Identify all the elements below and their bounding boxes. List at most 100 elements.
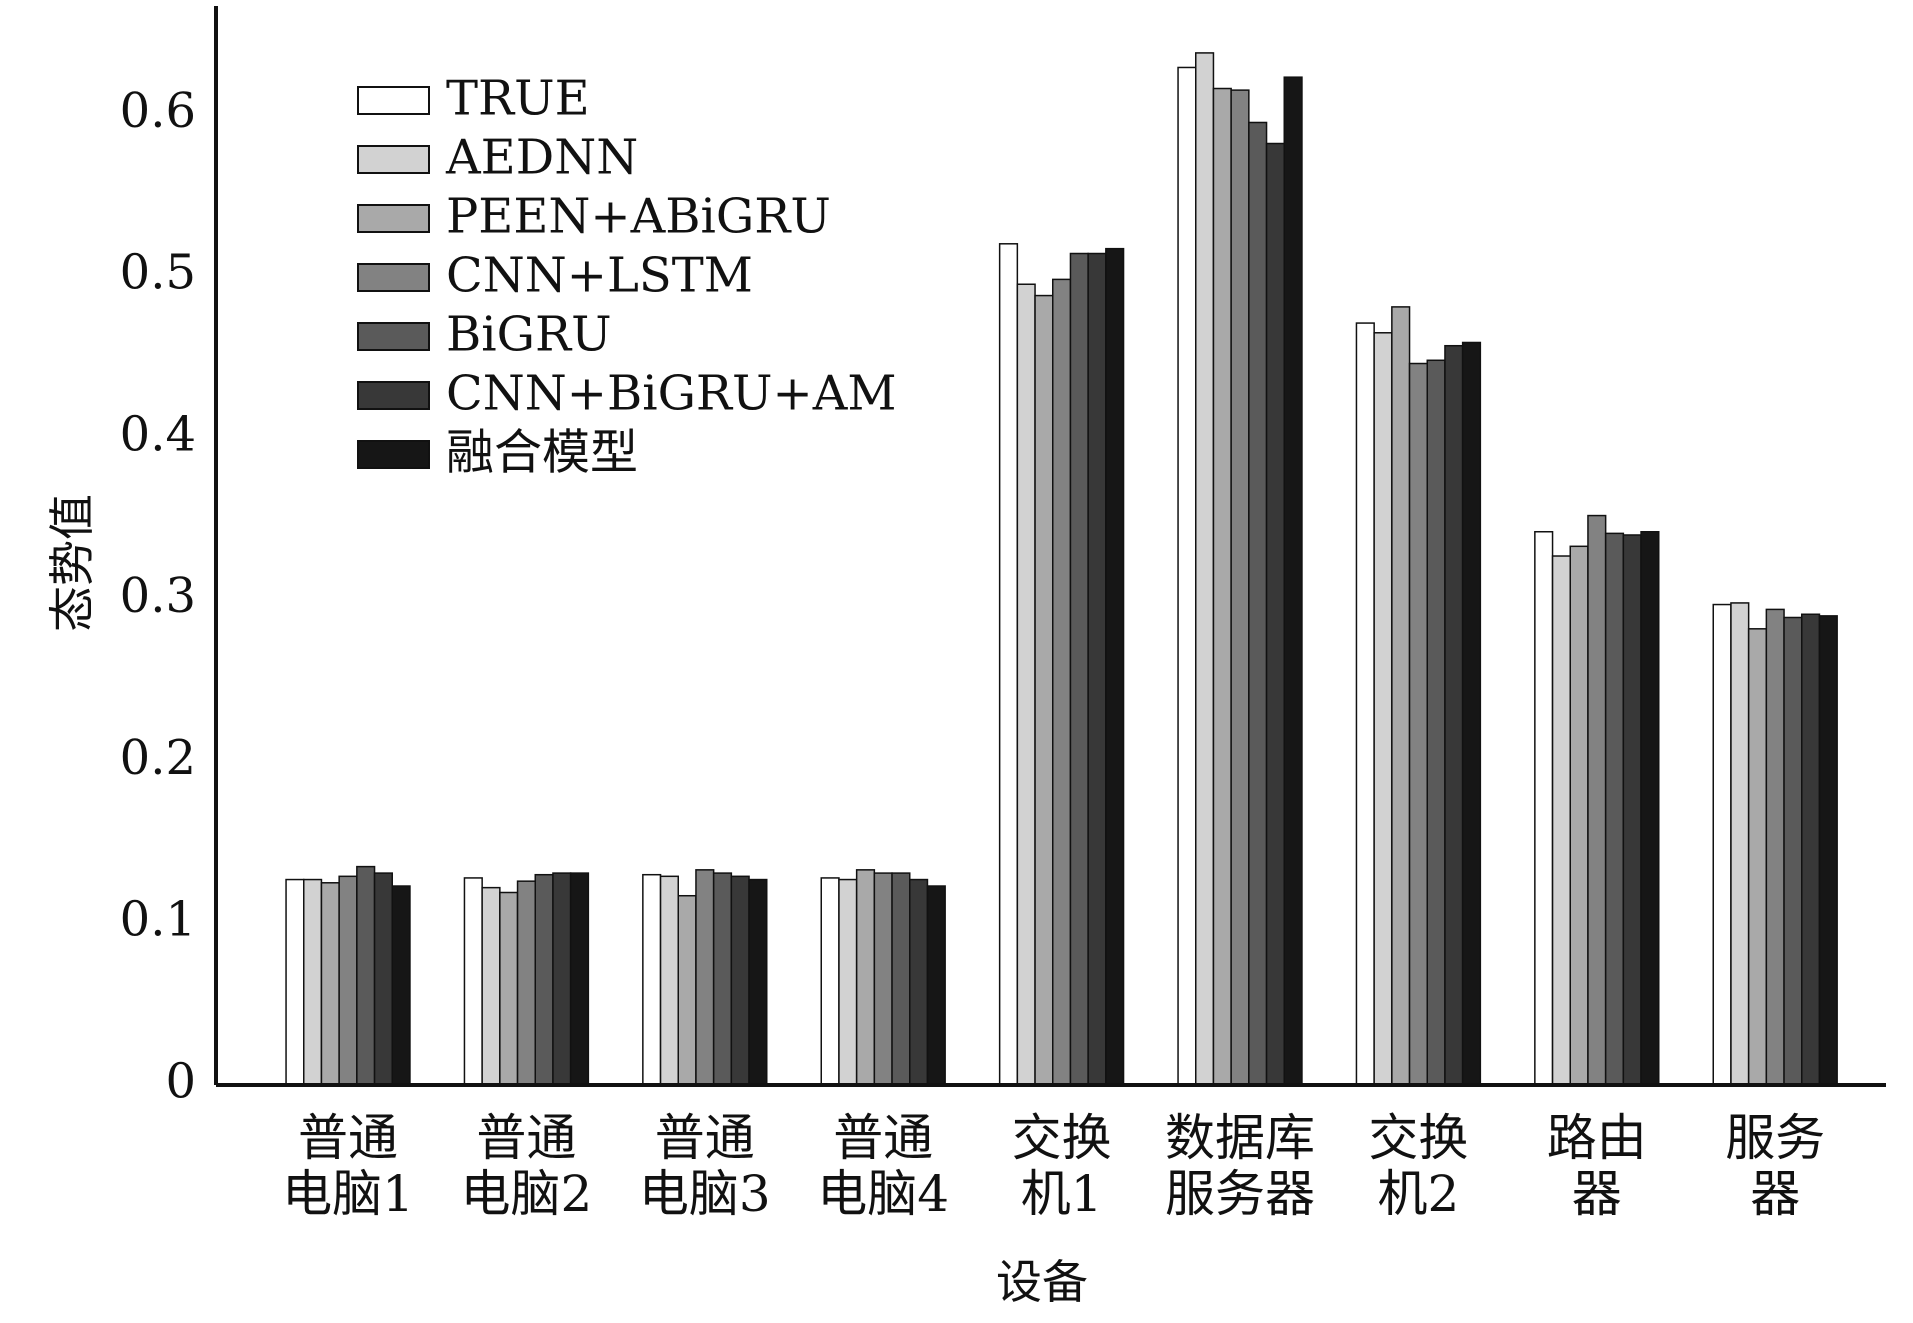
legend-label: TRUE — [446, 71, 590, 127]
x-tick-label: 普通 — [655, 1109, 755, 1167]
bar — [320, 882, 340, 1086]
x-tick-label: 普通 — [476, 1109, 576, 1167]
x-tick-label: 机2 — [1377, 1165, 1459, 1223]
legend-label: PEEN+ABiGRU — [446, 189, 831, 245]
legend-swatch — [357, 440, 430, 469]
legend-label: 融合模型 — [446, 425, 638, 481]
legend-swatch — [357, 322, 430, 351]
bar — [303, 878, 323, 1086]
bar — [926, 885, 946, 1086]
x-tick-label: 路由 — [1547, 1109, 1647, 1167]
legend-swatch — [357, 145, 430, 174]
bar — [909, 878, 929, 1086]
bar — [481, 886, 501, 1086]
bar — [838, 878, 858, 1086]
bar — [534, 873, 554, 1086]
bar — [1195, 52, 1215, 1086]
legend-label: CNN+BiGRU+AM — [446, 366, 897, 422]
bar — [1587, 514, 1607, 1086]
bar — [391, 885, 411, 1086]
bar — [1640, 530, 1660, 1086]
y-axis-label: 态势值 — [45, 494, 99, 632]
bar — [1105, 247, 1125, 1086]
bar — [820, 877, 840, 1086]
bar — [1444, 344, 1464, 1086]
bar — [1730, 602, 1750, 1086]
bar — [338, 875, 358, 1086]
bar — [891, 872, 911, 1086]
bar — [1604, 532, 1625, 1086]
legend-swatch — [357, 381, 430, 410]
y-tick-label: 0.3 — [120, 568, 196, 624]
legend-swatch — [357, 204, 430, 233]
x-tick-label: 电脑2 — [460, 1165, 592, 1223]
legend-label: BiGRU — [446, 307, 612, 363]
bar — [1052, 278, 1072, 1086]
bar — [1801, 613, 1821, 1086]
x-tick-label: 普通 — [298, 1109, 398, 1167]
bar — [1551, 555, 1572, 1086]
bar — [373, 872, 393, 1086]
bar — [1283, 76, 1303, 1086]
x-axis-label: 设备 — [996, 1255, 1088, 1309]
bar — [1408, 362, 1429, 1086]
bar — [499, 891, 519, 1086]
bar — [285, 878, 305, 1086]
y-tick-label: 0.5 — [120, 245, 196, 301]
x-tick-label: 电脑4 — [817, 1165, 949, 1223]
bar — [1747, 628, 1768, 1086]
x-tick-label: 交换 — [1012, 1109, 1112, 1167]
y-tick-label: 0.6 — [120, 83, 196, 139]
bar — [1391, 306, 1411, 1086]
bar — [463, 877, 483, 1086]
bar — [1569, 545, 1589, 1086]
bar — [552, 872, 572, 1086]
x-tick-label: 器 — [1750, 1165, 1800, 1223]
legend-swatch — [357, 86, 430, 115]
x-tick-label: 数据库 — [1165, 1109, 1315, 1167]
x-tick-label: 普通 — [833, 1109, 933, 1167]
bar — [1712, 603, 1732, 1086]
bar — [1034, 294, 1054, 1086]
bar — [516, 880, 536, 1086]
bar — [873, 872, 893, 1086]
bar — [1818, 615, 1838, 1086]
bar — [1087, 252, 1107, 1086]
x-tick-label: 服务 — [1725, 1109, 1825, 1167]
bar — [1355, 322, 1375, 1086]
x-tick-label: 电脑1 — [282, 1165, 414, 1223]
y-tick-label: 0.4 — [120, 406, 196, 462]
bar — [1622, 534, 1642, 1086]
bar — [569, 872, 590, 1086]
bar — [1783, 616, 1803, 1086]
legend-label: CNN+LSTM — [446, 248, 753, 304]
bar — [855, 869, 876, 1086]
x-tick-label: 服务器 — [1165, 1165, 1315, 1223]
x-tick-label: 电脑3 — [639, 1165, 771, 1223]
bar — [695, 869, 715, 1086]
x-tick-label: 机1 — [1021, 1165, 1103, 1223]
y-tick-label: 0.2 — [120, 730, 196, 786]
y-tick-label: 0.1 — [120, 892, 196, 948]
bar — [1230, 89, 1250, 1086]
bar — [1016, 283, 1036, 1086]
bar — [1177, 66, 1197, 1086]
y-tick-label: 0 — [165, 1054, 196, 1110]
bar — [748, 878, 768, 1086]
bar — [1265, 142, 1286, 1086]
bar — [730, 875, 750, 1086]
bar — [712, 872, 733, 1086]
bar — [1534, 530, 1554, 1086]
legend-swatch — [357, 263, 430, 292]
bar — [998, 243, 1019, 1086]
bar — [677, 894, 697, 1086]
bar — [659, 875, 679, 1086]
bar — [1426, 359, 1446, 1086]
bar — [1765, 608, 1785, 1086]
bar — [1373, 332, 1393, 1086]
bar — [356, 865, 376, 1086]
bar — [1248, 121, 1268, 1086]
bar — [1461, 341, 1482, 1086]
